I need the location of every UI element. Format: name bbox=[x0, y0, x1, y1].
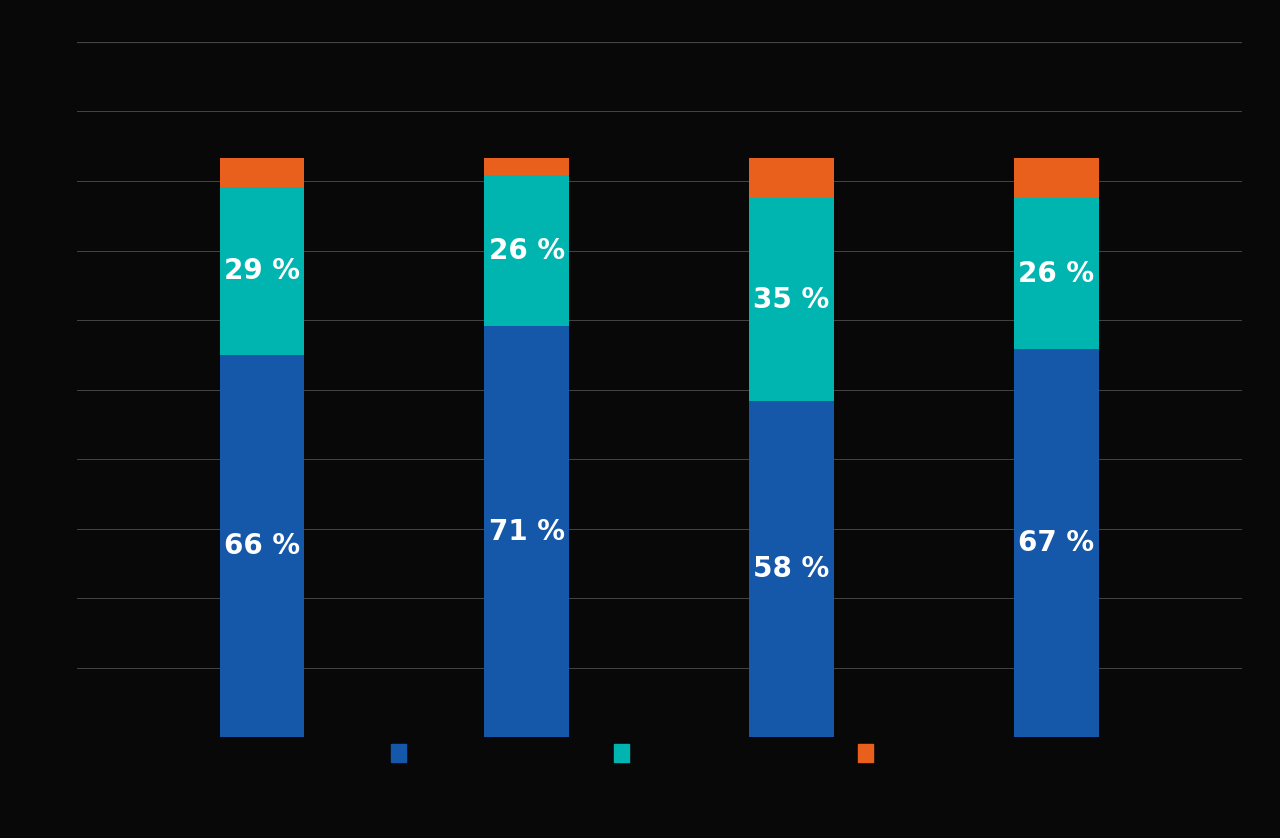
Bar bbox=[485, 175, 570, 326]
Bar bbox=[1014, 158, 1098, 199]
Bar bbox=[485, 326, 570, 737]
Bar bbox=[749, 158, 835, 199]
Text: 35 %: 35 % bbox=[754, 286, 829, 313]
Text: 29 %: 29 % bbox=[224, 257, 300, 285]
Text: 66 %: 66 % bbox=[224, 532, 301, 560]
Text: 58 %: 58 % bbox=[754, 556, 829, 583]
Text: 26 %: 26 % bbox=[489, 236, 564, 265]
Bar bbox=[749, 199, 835, 401]
Text: 26 %: 26 % bbox=[1018, 260, 1094, 287]
Bar bbox=[1014, 349, 1098, 737]
Bar bbox=[220, 187, 305, 355]
Bar bbox=[220, 355, 305, 737]
Text: 71 %: 71 % bbox=[489, 518, 564, 546]
Legend: julkinen sektori, yksityinen sektori, muut: julkinen sektori, yksityinen sektori, mu… bbox=[384, 737, 934, 770]
Bar bbox=[749, 401, 835, 737]
Text: 67 %: 67 % bbox=[1018, 530, 1094, 557]
Bar bbox=[220, 158, 305, 187]
Bar bbox=[1014, 199, 1098, 349]
Bar bbox=[485, 158, 570, 175]
